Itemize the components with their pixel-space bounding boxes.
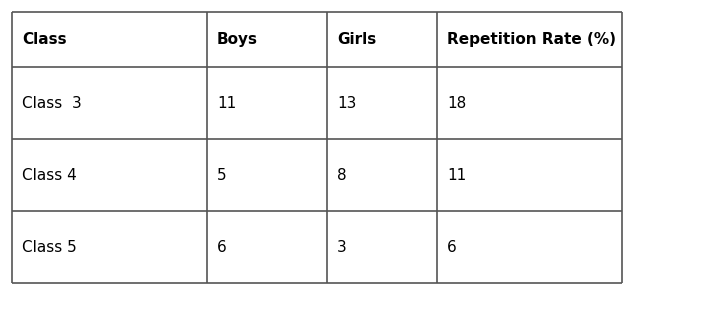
Text: Repetition Rate (%): Repetition Rate (%) bbox=[447, 32, 616, 47]
Text: 18: 18 bbox=[447, 95, 466, 111]
Text: Class  3: Class 3 bbox=[22, 95, 81, 111]
Text: 6: 6 bbox=[217, 240, 227, 255]
Text: 6: 6 bbox=[447, 240, 457, 255]
Text: 13: 13 bbox=[337, 95, 357, 111]
Text: 11: 11 bbox=[217, 95, 237, 111]
Text: 5: 5 bbox=[217, 167, 227, 182]
Text: 3: 3 bbox=[337, 240, 347, 255]
Text: Boys: Boys bbox=[217, 32, 258, 47]
Text: Class 5: Class 5 bbox=[22, 240, 77, 255]
Text: Girls: Girls bbox=[337, 32, 376, 47]
Text: Class 4: Class 4 bbox=[22, 167, 77, 182]
Text: Class: Class bbox=[22, 32, 67, 47]
Text: 8: 8 bbox=[337, 167, 347, 182]
Text: 11: 11 bbox=[447, 167, 466, 182]
